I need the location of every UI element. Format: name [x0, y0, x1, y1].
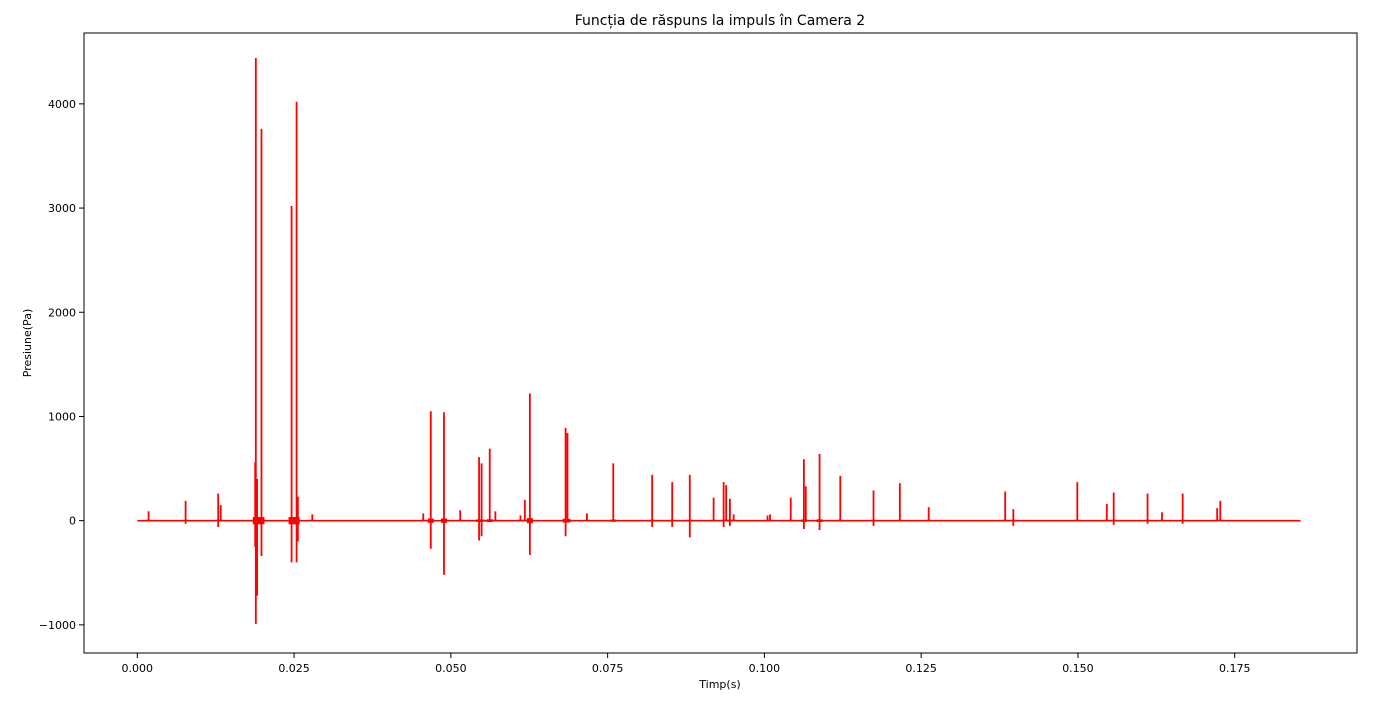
ringing-cluster: [486, 519, 493, 523]
ringing-cluster: [258, 517, 265, 525]
y-axis-label: Presiune(Pa): [21, 309, 34, 377]
ringing-cluster: [649, 519, 656, 522]
ringing-cluster: [526, 518, 533, 524]
x-axis: 0.000 0.025 0.050 0.075 0.100 0.125 0.150 0.175: [122, 653, 1251, 675]
ringing-cluster: [723, 519, 730, 522]
plot-area: [137, 58, 1301, 624]
ringing-cluster: [1010, 519, 1017, 522]
y-axis: −1000 0 1000 2000 3000 4000: [39, 98, 84, 632]
ringing-cluster: [1103, 519, 1110, 522]
axes-frame: [83, 32, 1358, 654]
y-tick-label: −1000: [39, 619, 76, 632]
ringing-cluster: [730, 519, 737, 522]
x-tick-label: 0.175: [1219, 662, 1251, 675]
ringing-cluster: [145, 519, 152, 522]
ringing-cluster: [1110, 519, 1117, 522]
ringing-cluster: [1158, 519, 1165, 522]
ringing-cluster: [294, 519, 301, 522]
ringing-cluster: [1002, 519, 1009, 522]
ringing-cluster: [925, 519, 932, 522]
ringing-cluster: [710, 519, 717, 522]
ringing-cluster: [1144, 519, 1151, 522]
ringing-cluster: [767, 519, 774, 522]
ringing-cluster: [787, 519, 794, 522]
ringing-cluster: [669, 519, 676, 522]
ringing-cluster: [478, 519, 485, 522]
ringing-cluster: [182, 519, 189, 522]
ringing-cluster: [802, 519, 809, 522]
ringing-cluster: [492, 519, 499, 522]
ringing-cluster: [1074, 519, 1081, 522]
x-axis-label: Timp(s): [698, 678, 740, 691]
x-tick-label: 0.050: [435, 662, 467, 675]
ringing-cluster: [521, 519, 528, 522]
x-tick-label: 0.125: [905, 662, 937, 675]
ringing-cluster: [427, 518, 434, 523]
ringing-cluster: [420, 519, 427, 522]
x-tick-label: 0.150: [1062, 662, 1094, 675]
ringing-cluster: [816, 519, 823, 522]
ringing-cluster: [686, 519, 693, 522]
y-tick-label: 0: [69, 515, 76, 528]
ringing-cluster: [896, 519, 903, 522]
ringing-cluster: [288, 517, 295, 525]
y-tick-label: 4000: [48, 98, 76, 111]
ringing-cluster: [440, 518, 447, 523]
y-tick-label: 3000: [48, 202, 76, 215]
ringing-cluster: [217, 519, 224, 522]
ringing-cluster: [1217, 519, 1224, 522]
y-tick-label: 2000: [48, 306, 76, 319]
ringing-cluster: [583, 519, 590, 522]
chart-title: Funcția de răspuns la impuls în Camera 2: [575, 13, 865, 29]
ringing-cluster: [610, 519, 617, 522]
ringing-cluster: [837, 519, 844, 522]
ringing-cluster: [1179, 519, 1186, 522]
x-tick-label: 0.025: [278, 662, 310, 675]
x-tick-label: 0.000: [122, 662, 154, 675]
y-tick-label: 1000: [48, 410, 76, 423]
x-tick-label: 0.075: [592, 662, 624, 675]
ringing-cluster: [870, 519, 877, 522]
ringing-cluster: [517, 519, 524, 522]
ringing-cluster: [254, 519, 261, 522]
ringing-cluster: [457, 519, 464, 522]
ringing-cluster: [726, 519, 733, 522]
x-tick-label: 0.100: [749, 662, 781, 675]
ringing-cluster: [564, 518, 571, 523]
ringing-cluster: [1214, 519, 1221, 522]
ringing-cluster: [309, 519, 316, 522]
